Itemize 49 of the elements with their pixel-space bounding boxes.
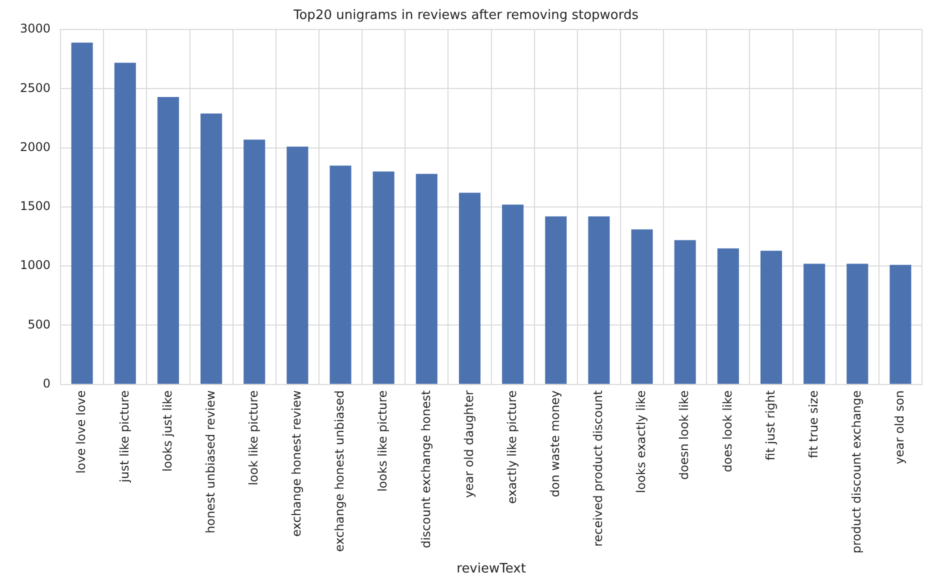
- x-axis-title: reviewText: [456, 562, 526, 577]
- bar: [804, 264, 826, 384]
- x-tick-label: looks like picture: [376, 390, 390, 492]
- bar: [588, 216, 610, 384]
- bar: [330, 166, 352, 384]
- x-tick-label: received product discount: [591, 390, 606, 547]
- x-tick-label: love love love: [74, 390, 88, 474]
- bar: [416, 174, 438, 384]
- x-tick-label: just like picture: [117, 390, 132, 484]
- x-tick-label: exchange honest unbiased: [332, 390, 347, 552]
- bar: [502, 204, 524, 384]
- bar: [631, 229, 653, 384]
- y-tick-label: 1500: [20, 199, 51, 214]
- bar: [157, 97, 179, 384]
- x-tick-label: year old son: [892, 390, 907, 464]
- x-tick-label: exactly like picture: [504, 390, 519, 504]
- chart-title: Top20 unigrams in reviews after removing stopwords: [292, 8, 639, 24]
- bar: [200, 114, 222, 384]
- bar: [458, 192, 480, 384]
- bar: [890, 264, 912, 384]
- y-tick-label: 3000: [20, 22, 51, 36]
- bar: [286, 146, 308, 384]
- bar: [674, 240, 696, 384]
- x-tick-label: does look like: [720, 390, 734, 472]
- x-tick-label: fit just right: [763, 390, 778, 460]
- x-tick-label: looks just like: [160, 390, 174, 472]
- bar: [372, 171, 394, 384]
- bar: [717, 248, 739, 384]
- x-tick-label: looks exactly like: [634, 390, 648, 494]
- x-tick-label: year old daughter: [462, 390, 476, 498]
- y-tick-label: 0: [42, 376, 51, 390]
- bar: [71, 42, 93, 384]
- x-tick-label: product discount exchange: [850, 390, 864, 554]
- x-tick-label: honest unbiased review: [203, 390, 218, 534]
- x-tick-label: exchange honest review: [290, 390, 304, 537]
- bar: [760, 250, 782, 384]
- y-tick-label: 2000: [20, 140, 51, 154]
- bar: [114, 62, 136, 384]
- y-tick-label: 2500: [20, 80, 51, 95]
- y-tick-label: 1000: [20, 258, 51, 272]
- bar: [545, 216, 567, 384]
- x-tick-label: fit true size: [806, 390, 820, 458]
- x-tick-label: discount exchange honest: [418, 390, 433, 548]
- x-tick-label: look like picture: [246, 390, 260, 486]
- bar: [244, 140, 266, 384]
- x-tick-label: doesn look like: [677, 390, 692, 480]
- x-tick-label: don waste money: [548, 390, 562, 498]
- y-tick-label: 500: [28, 317, 51, 332]
- bar: [846, 264, 868, 384]
